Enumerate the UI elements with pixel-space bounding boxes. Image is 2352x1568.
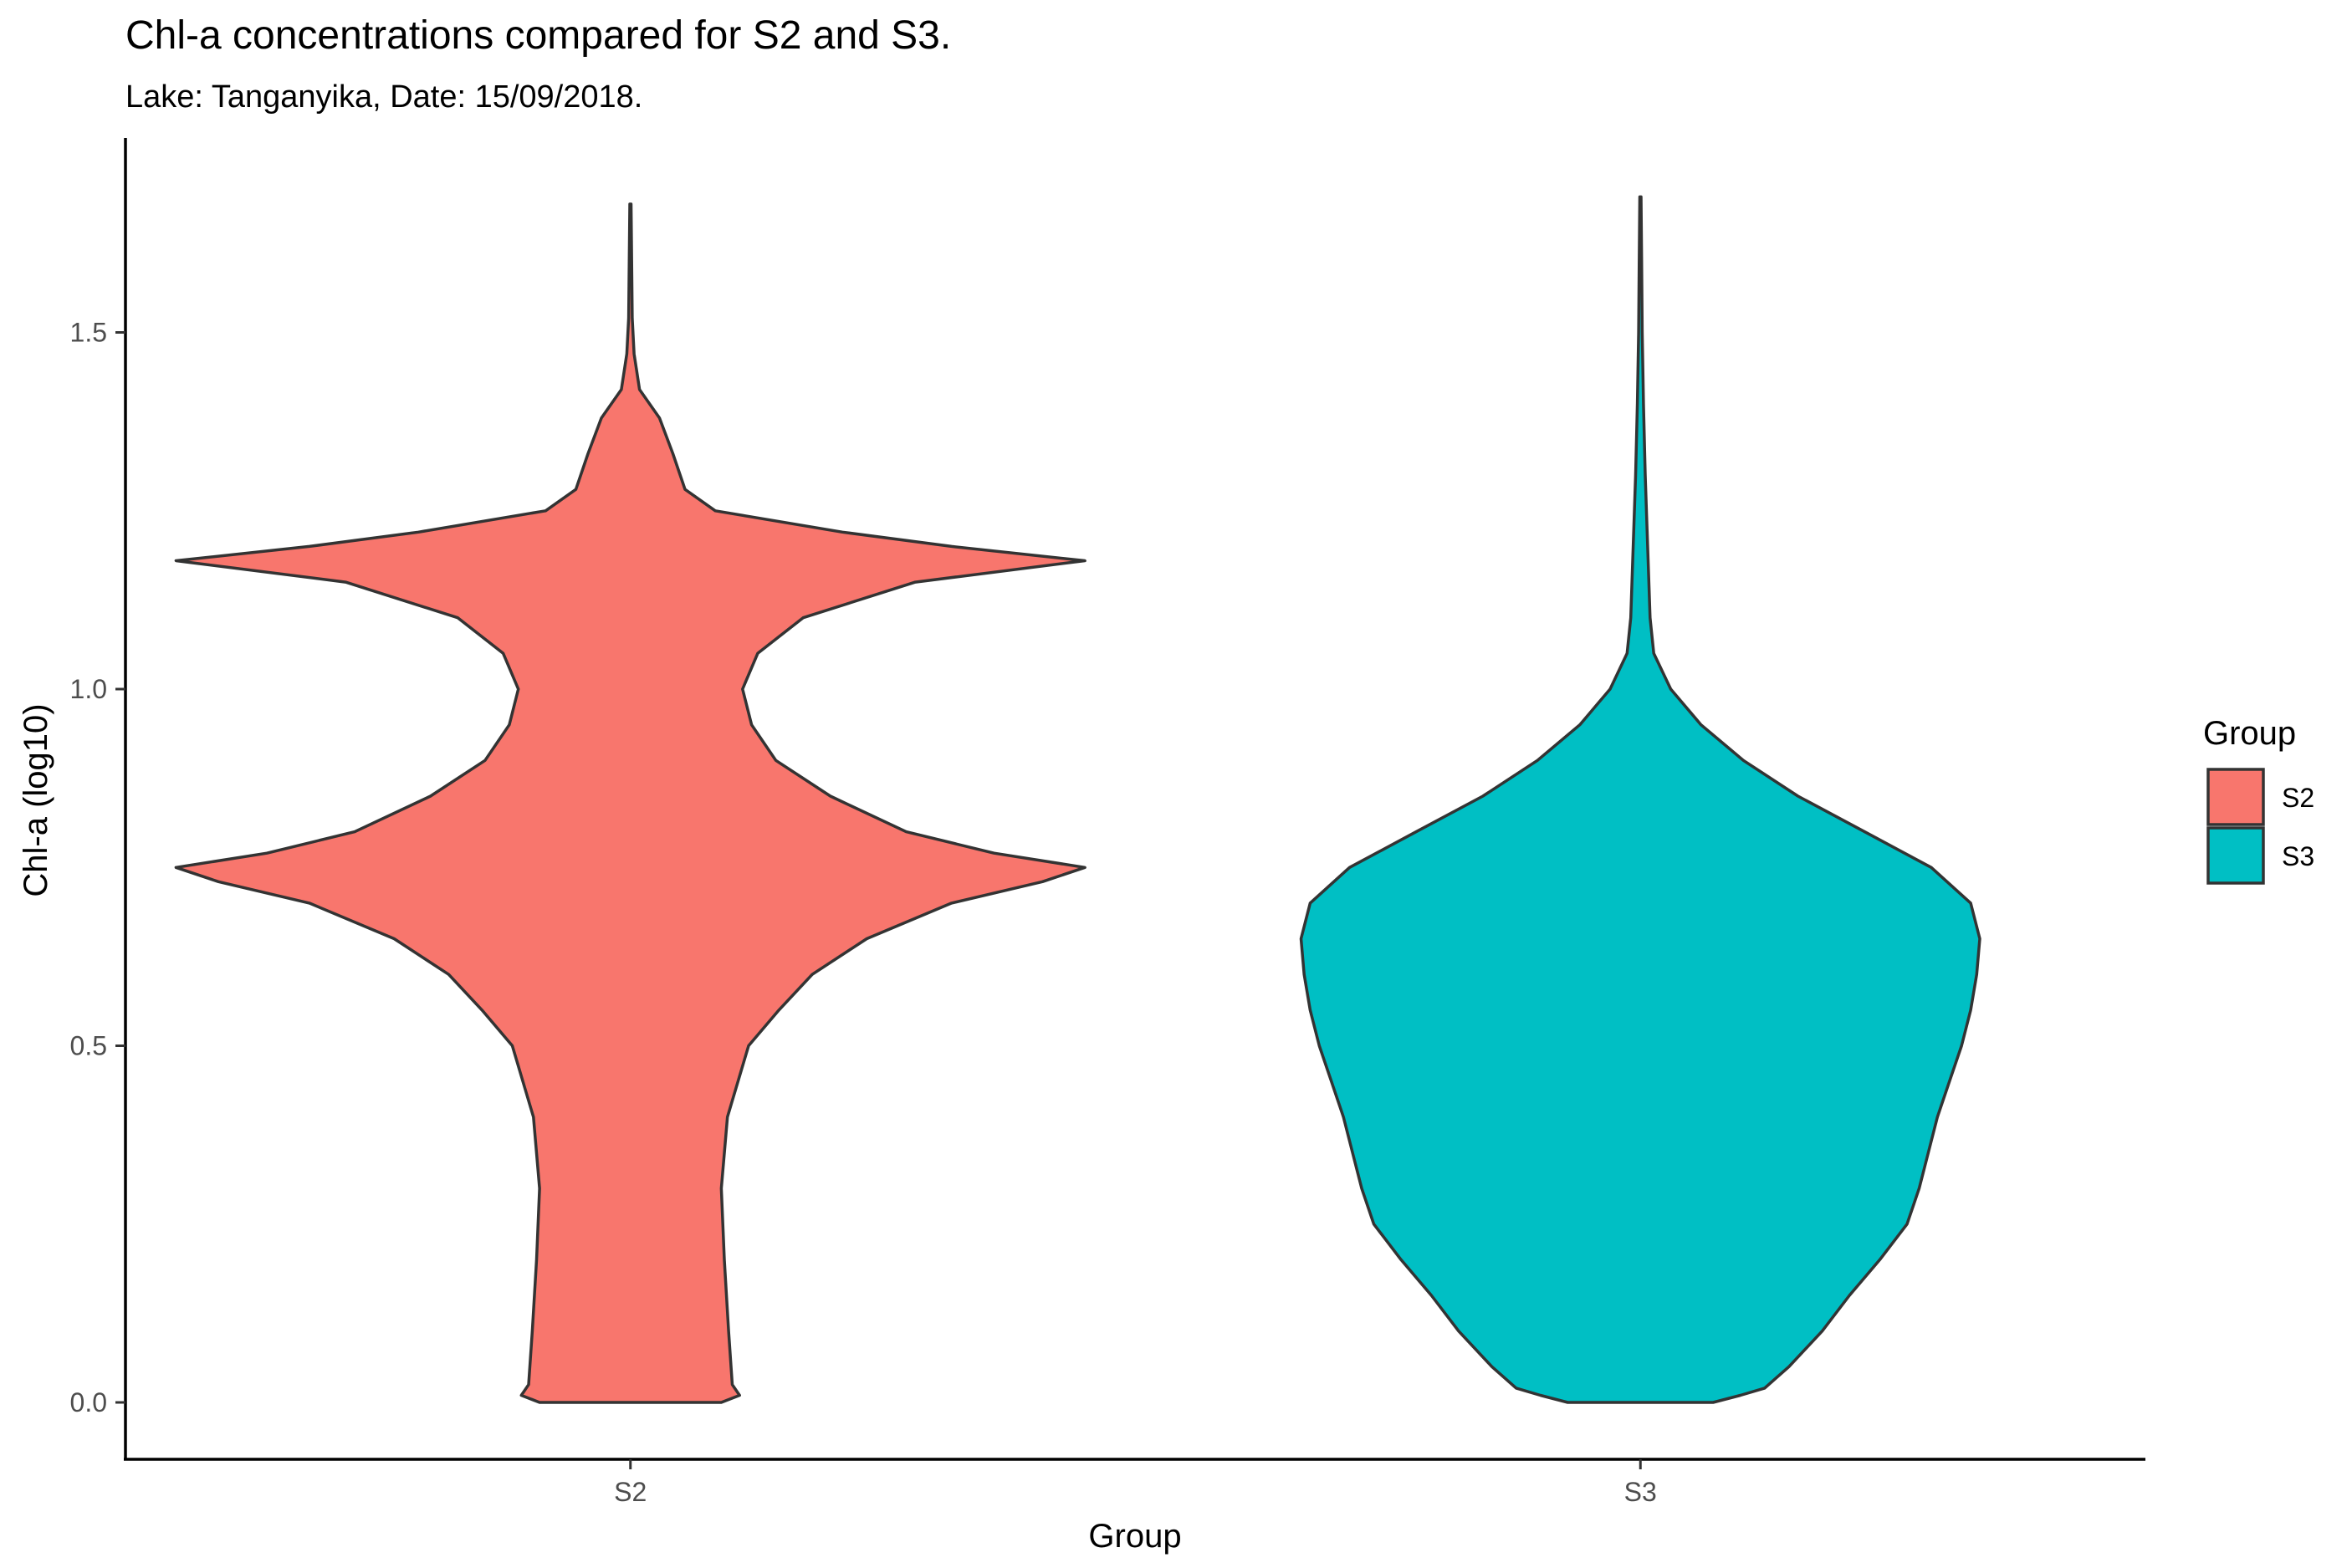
x-tick-label: S3 xyxy=(1624,1477,1657,1507)
y-tick-label: 1.5 xyxy=(70,318,107,348)
chart-subtitle: Lake: Tanganyika, Date: 15/09/2018. xyxy=(125,79,642,115)
violin-s3 xyxy=(1299,195,1981,1404)
violin-s2 xyxy=(174,202,1087,1404)
legend-label-s2: S2 xyxy=(2282,783,2314,813)
y-tick-label: 0.0 xyxy=(70,1387,107,1417)
y-tick-label: 1.0 xyxy=(70,674,107,704)
chart-title: Chl-a concentrations compared for S2 and… xyxy=(125,13,951,58)
y-tick-label: 0.5 xyxy=(70,1031,107,1061)
x-tick-label: S2 xyxy=(614,1477,647,1507)
x-axis-ticks: S2 S3 xyxy=(614,1459,1657,1507)
x-axis-title: Group xyxy=(1088,1518,1181,1555)
legend-label-s3: S3 xyxy=(2282,841,2314,871)
y-axis-ticks: 0.0 0.5 1.0 1.5 xyxy=(70,318,125,1417)
legend: Group S2 S3 xyxy=(2203,715,2314,885)
legend-title: Group xyxy=(2203,715,2296,752)
legend-key-s2 xyxy=(2206,768,2265,826)
y-axis-title: Chl-a (log10) xyxy=(18,703,54,896)
violin-layer xyxy=(174,195,1981,1404)
legend-key-s3 xyxy=(2206,826,2265,885)
